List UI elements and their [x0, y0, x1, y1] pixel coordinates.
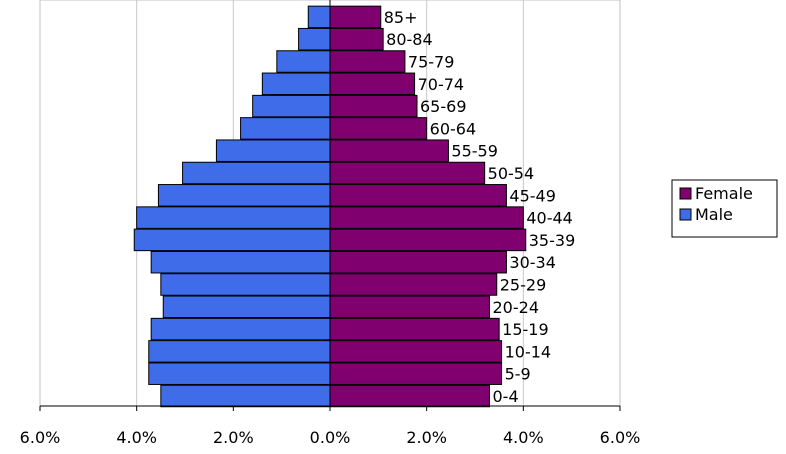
bar-female-50-54 — [329, 161, 486, 185]
category-label: 20-24 — [493, 298, 540, 317]
category-label: 25-29 — [500, 276, 547, 295]
category-label: 30-34 — [509, 253, 555, 272]
bar-male-25-29 — [160, 273, 331, 296]
x-tick-label: 2.0% — [213, 428, 254, 447]
category-label: 50-54 — [488, 164, 534, 183]
legend-label-female: Female — [695, 184, 753, 203]
category-label: 60-64 — [430, 119, 477, 138]
bar-female-75-79 — [329, 50, 406, 73]
category-label: 85+ — [384, 8, 418, 27]
bar-male-65-69 — [252, 94, 331, 118]
bar-female-30-34 — [329, 250, 507, 274]
x-tick-label: 4.0% — [503, 428, 544, 447]
bar-male-10-14 — [148, 340, 331, 363]
bar-male-0-4 — [160, 384, 331, 408]
bar-female-65-69 — [329, 94, 418, 118]
x-tick-label: 0.0% — [310, 428, 351, 447]
bar-female-45-49 — [329, 184, 507, 207]
bar-female-5-9 — [329, 362, 503, 385]
bar-male-50-54 — [182, 161, 331, 185]
legend-label-male: Male — [695, 205, 733, 224]
x-tick-label: 2.0% — [406, 428, 447, 447]
category-label: 65-69 — [420, 97, 467, 116]
bar-male-30-34 — [150, 250, 331, 274]
bar-male-70-74 — [261, 72, 331, 96]
bar-female-0-4 — [329, 384, 490, 408]
bar-male-45-49 — [157, 184, 331, 207]
category-label: 75-79 — [408, 53, 455, 72]
bar-female-85+ — [329, 5, 382, 29]
category-label: 10-14 — [505, 342, 552, 361]
category-label: 15-19 — [502, 320, 548, 339]
bar-male-55-59 — [215, 139, 331, 162]
bar-female-70-74 — [329, 72, 416, 96]
bar-male-75-79 — [276, 50, 331, 73]
category-label: 45-49 — [509, 186, 555, 205]
bar-female-60-64 — [329, 117, 428, 140]
bar-male-20-24 — [162, 295, 331, 319]
x-tick-label: 6.0% — [600, 428, 641, 447]
bar-male-35-39 — [133, 228, 331, 252]
bar-female-10-14 — [329, 340, 503, 363]
bar-female-80-84 — [329, 27, 384, 51]
x-tick-label: 6.0% — [20, 428, 61, 447]
category-label: 80-84 — [386, 30, 433, 49]
category-label: 55-59 — [451, 142, 498, 161]
category-label: 35-39 — [529, 231, 576, 250]
x-tick-label: 4.0% — [116, 428, 157, 447]
bar-female-40-44 — [329, 206, 524, 229]
bar-male-15-19 — [150, 317, 331, 341]
bar-male-60-64 — [240, 117, 331, 140]
legend-swatch-male — [679, 208, 692, 221]
category-label: 5-9 — [505, 365, 531, 384]
category-label: 0-4 — [493, 387, 519, 406]
bar-female-15-19 — [329, 317, 500, 341]
bar-female-55-59 — [329, 139, 449, 162]
bar-female-25-29 — [329, 273, 498, 296]
bar-male-40-44 — [136, 206, 331, 229]
bar-male-80-84 — [298, 27, 331, 51]
category-label: 70-74 — [418, 75, 465, 94]
legend-swatch-female — [679, 187, 692, 200]
bar-male-85+ — [307, 5, 331, 29]
bar-male-5-9 — [148, 362, 331, 385]
category-label: 40-44 — [526, 209, 573, 228]
bar-female-20-24 — [329, 295, 490, 319]
bar-female-35-39 — [329, 228, 527, 252]
